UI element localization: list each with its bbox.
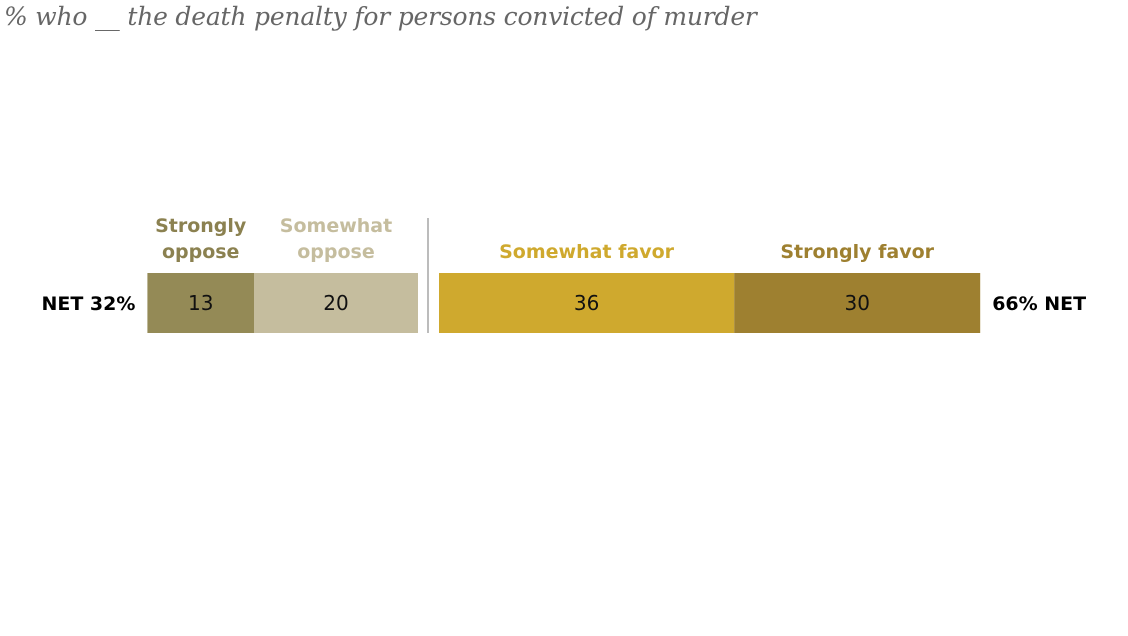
value-label-strongly-favor: 30 xyxy=(844,291,869,315)
bar-somewhat-oppose xyxy=(254,273,418,333)
value-label-strongly-oppose: 13 xyxy=(188,291,213,315)
chart-subtitle: % who __ the death penalty for persons c… xyxy=(4,2,757,31)
bar-somewhat-favor xyxy=(439,273,735,333)
net-oppose-label: NET 32% xyxy=(41,293,135,315)
bar-strongly-favor xyxy=(734,273,981,333)
legend-strongly-favor-line1: Strongly favor xyxy=(780,241,934,263)
bar-strongly-oppose xyxy=(147,273,254,333)
legend-somewhat-oppose-line2: oppose xyxy=(297,241,375,263)
legend-strongly-oppose-line2: oppose xyxy=(162,241,240,263)
legend-somewhat-oppose-line1: Somewhat xyxy=(280,215,392,237)
net-favor-label: 66% NET xyxy=(992,293,1086,315)
legend-somewhat-favor-line1: Somewhat favor xyxy=(499,241,675,263)
legend-strongly-oppose-line1: Strongly xyxy=(155,215,247,237)
value-label-somewhat-oppose: 20 xyxy=(323,291,348,315)
value-label-somewhat-favor: 36 xyxy=(574,291,599,315)
